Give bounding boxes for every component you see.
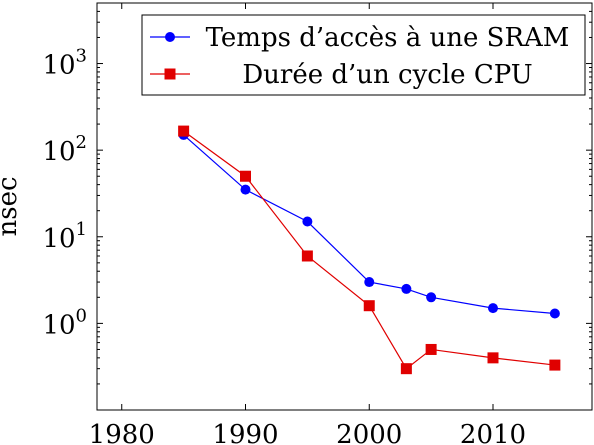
data-point	[400, 363, 412, 375]
legend: Temps d’accès à une SRAM Durée d’un cycle…	[141, 14, 586, 96]
data-point	[178, 125, 190, 137]
series-line	[183, 134, 555, 315]
y-tick-exponent: 1	[76, 219, 87, 240]
y-tick-label: 102	[42, 132, 87, 167]
data-point	[549, 308, 560, 319]
data-point	[363, 300, 375, 312]
x-tick-label: 1990	[212, 420, 278, 445]
legend-marker	[164, 68, 176, 80]
y-tick-label: 101	[42, 219, 87, 254]
y-tick-base: 10	[42, 137, 75, 167]
legend-box	[141, 14, 586, 96]
x-tick-label: 2010	[460, 420, 526, 445]
y-tick-label: 103	[42, 46, 87, 81]
y-tick-base: 10	[42, 224, 75, 254]
data-point	[401, 283, 412, 294]
data-point	[240, 170, 251, 182]
y-tick-exponent: 3	[76, 46, 87, 67]
series-sram-access-time	[178, 129, 560, 319]
data-point	[549, 359, 561, 371]
x-tick-label: 2000	[336, 420, 402, 445]
x-axis: 1980 1990 2000 2010	[89, 3, 526, 445]
legend-label: Durée d’un cycle CPU	[242, 60, 532, 90]
series-line	[183, 130, 555, 370]
y-tick-exponent: 0	[76, 305, 87, 326]
data-point	[301, 250, 313, 262]
data-point	[426, 292, 437, 303]
data-point	[488, 303, 498, 314]
x-tick-label: 1980	[89, 420, 155, 445]
series-group	[178, 125, 561, 375]
y-tick-base: 10	[42, 310, 75, 340]
plot-frame	[96, 2, 593, 411]
y-tick-exponent: 2	[76, 132, 87, 153]
series-cpu-cycle-time	[178, 125, 561, 375]
y-tick-base: 10	[42, 51, 75, 81]
data-point	[364, 277, 375, 288]
y-tick-label: 100	[42, 305, 87, 340]
data-point	[240, 184, 251, 195]
data-point	[302, 216, 313, 227]
data-point	[487, 352, 499, 364]
legend-marker	[165, 32, 175, 42]
y-axis-label: nsec	[0, 176, 23, 236]
legend-entry: Durée d’un cycle CPU	[150, 60, 533, 90]
data-point	[425, 343, 437, 355]
legend-label: Temps d’accès à une SRAM	[206, 23, 570, 53]
legend-entry: Temps d’accès à une SRAM	[150, 23, 569, 53]
